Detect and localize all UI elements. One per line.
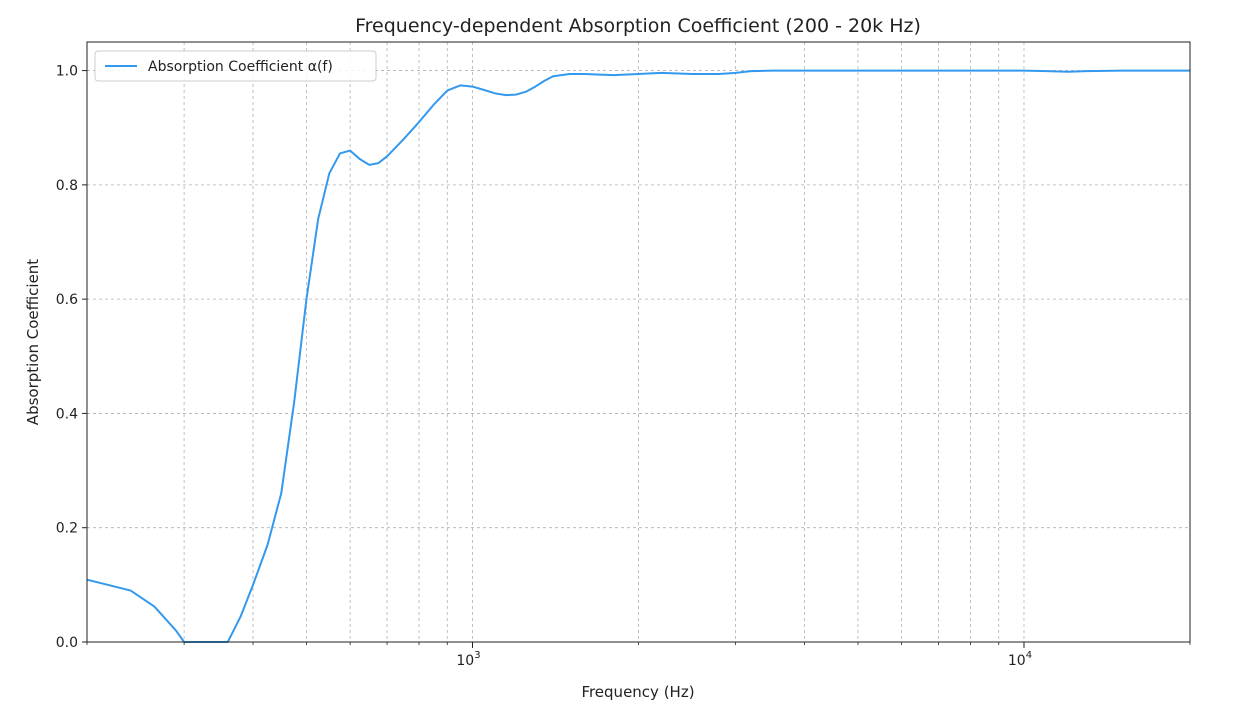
axes: 0.0 0.2 0.4 0.6 0.8 1.0 103 104: [56, 41, 1191, 669]
series-line: [86, 69, 1190, 643]
y-tick-label: 0.6: [56, 292, 78, 308]
chart-title: Frequency-dependent Absorption Coefficie…: [355, 15, 921, 37]
y-tick-label: 0.0: [56, 635, 78, 651]
y-tick-label: 0.8: [56, 178, 78, 194]
x-axis-label: Frequency (Hz): [581, 683, 694, 701]
legend-box: [94, 50, 377, 82]
y-tick-label: 0.2: [56, 521, 78, 537]
y-axis-label: Absorption Coefficient: [24, 259, 42, 425]
grid: [86, 42, 1191, 643]
legend: Absorption Coefficient α(f): [94, 50, 377, 82]
y-tick-label: 0.4: [56, 406, 78, 422]
plot-area: [86, 69, 1190, 643]
legend-label: Absorption Coefficient α(f): [148, 59, 333, 75]
y-tick-label: 1.0: [56, 64, 78, 80]
x-tick-label: 104: [1008, 650, 1032, 669]
x-tick-label: 103: [456, 650, 480, 669]
